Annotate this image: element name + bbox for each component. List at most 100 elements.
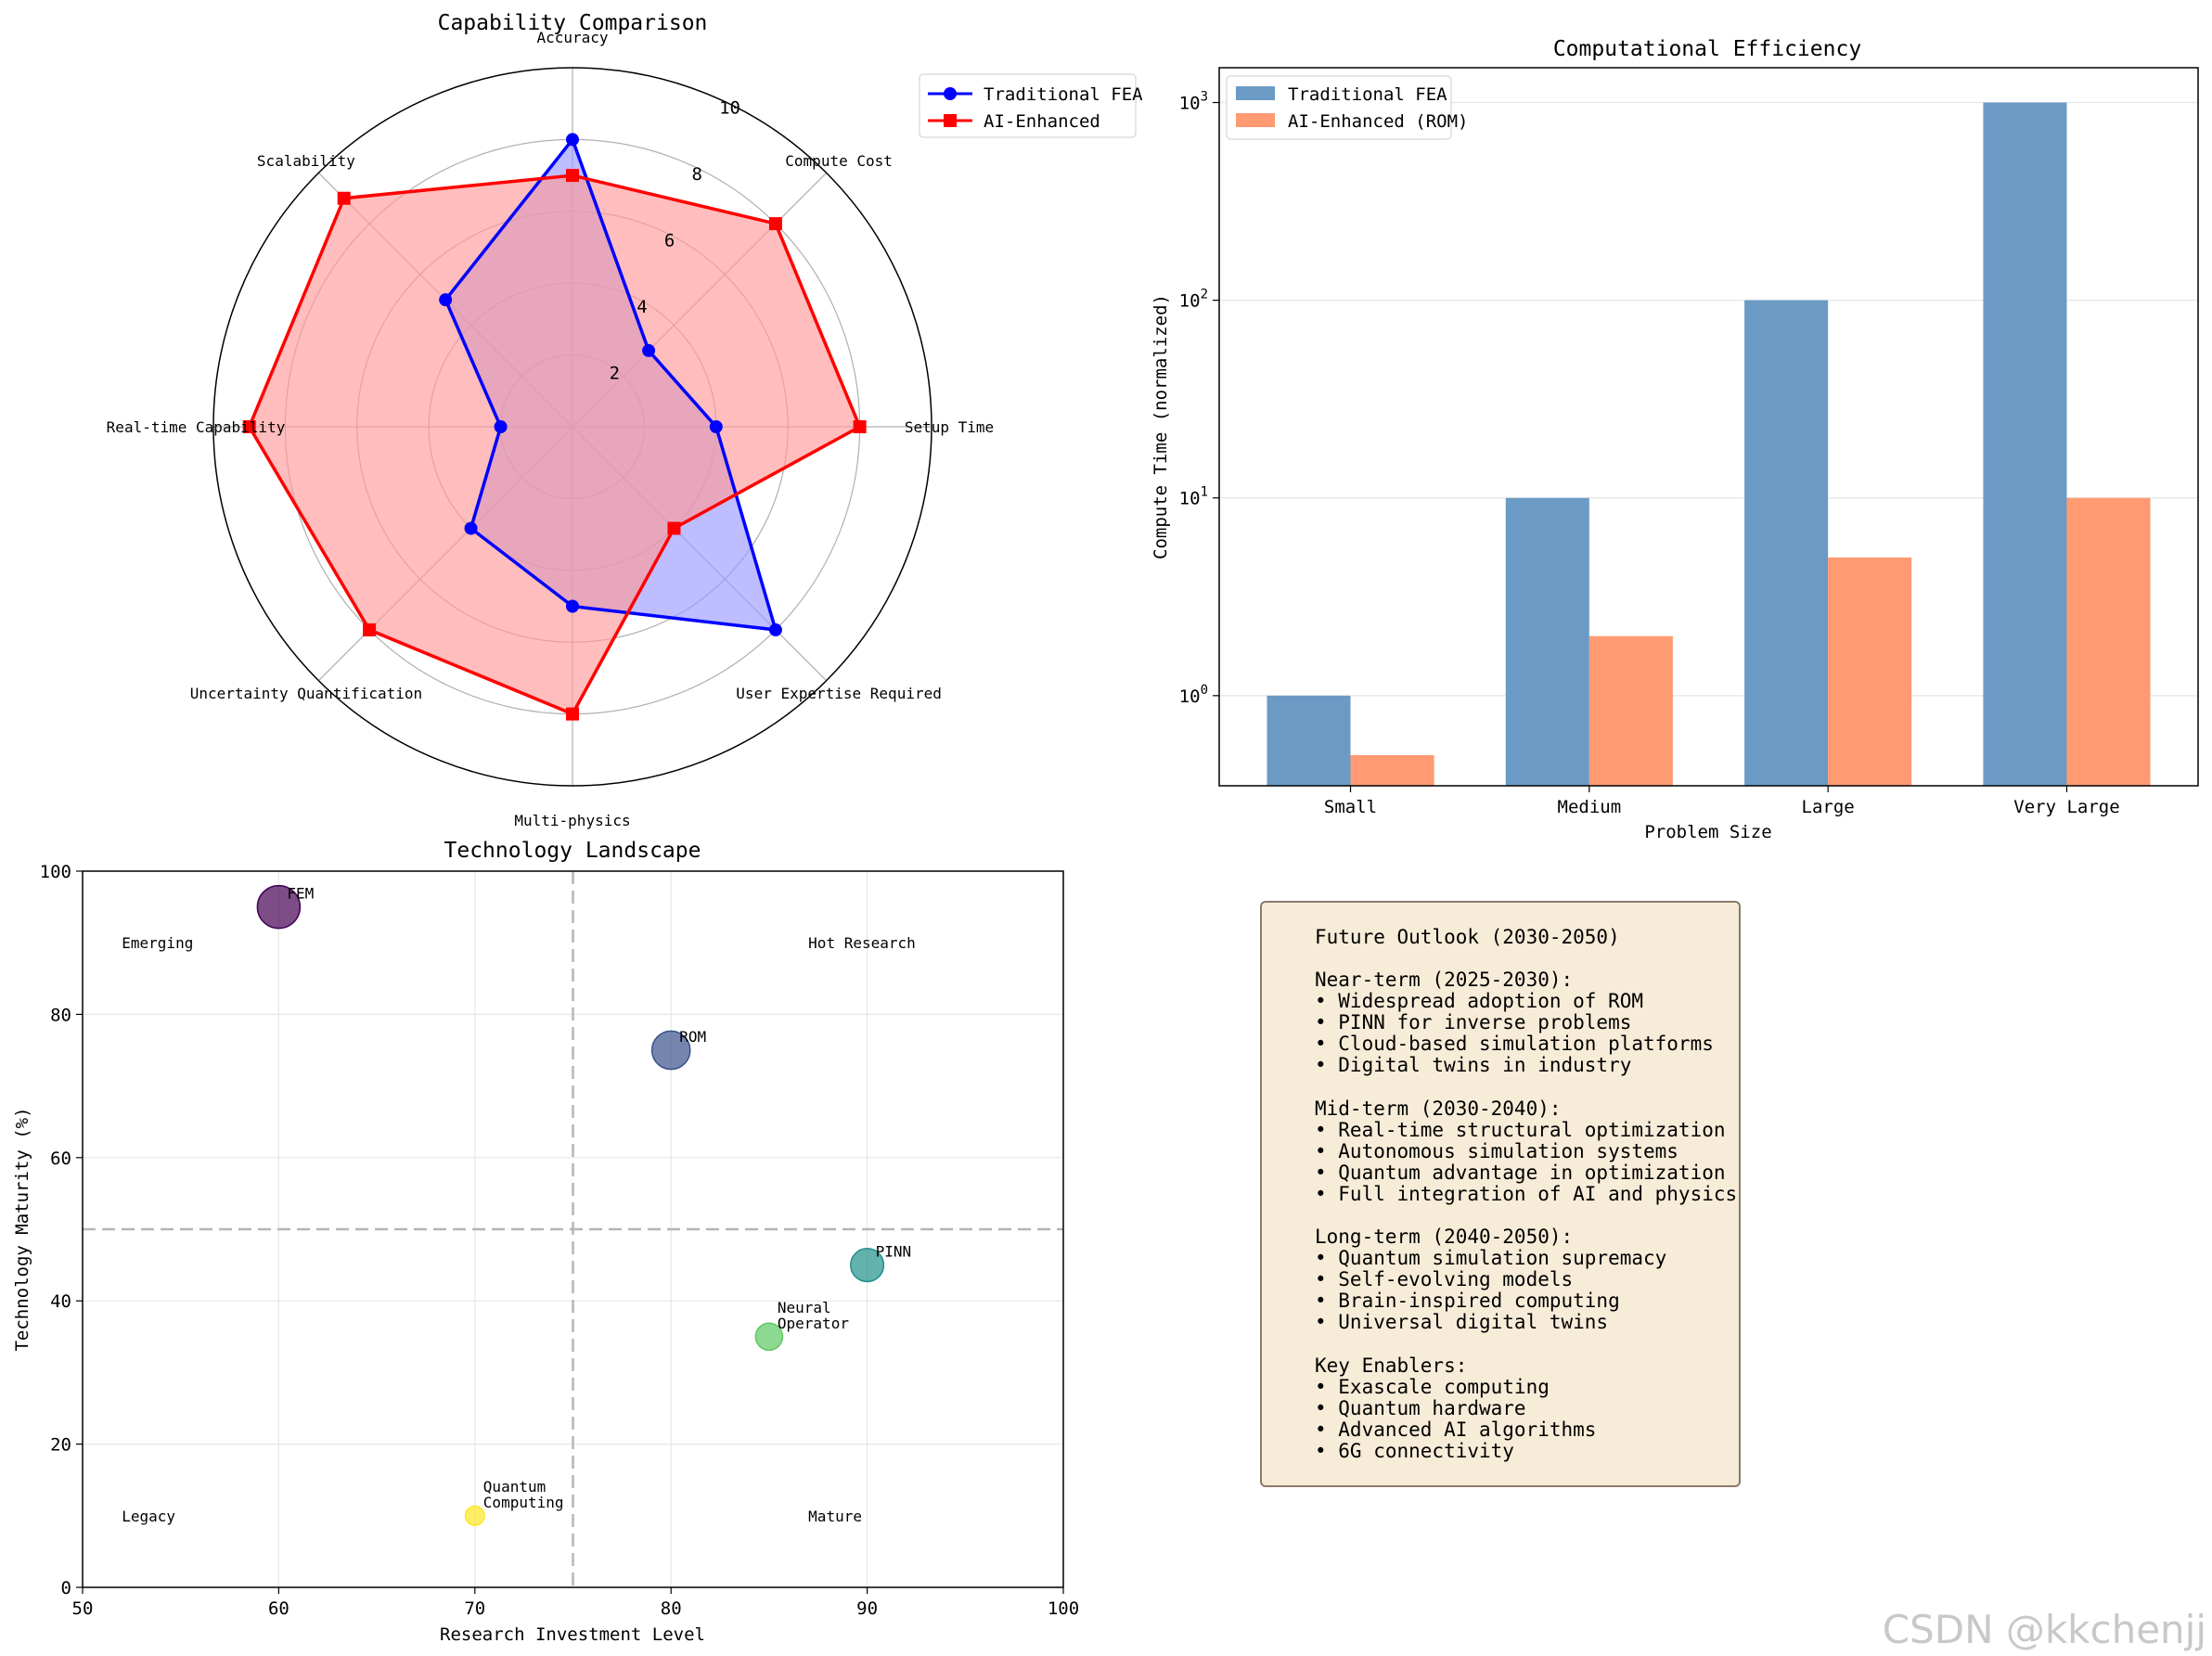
scatter-x-tick-label: 60 (268, 1598, 289, 1619)
radar-r-tick: 10 (719, 97, 740, 118)
scatter-y-tick-label: 100 (40, 862, 71, 882)
bubble-pinn (850, 1248, 885, 1283)
bar-y-tick-label: 102 (1179, 288, 1208, 312)
radar-axis-label-compute-cost: Compute Cost (785, 152, 893, 170)
radar-chart: Capability Comparison 2 4 6 8 10 Accuracy Comp… (107, 11, 1143, 829)
quadrant-label-emerging: Emerging (122, 934, 193, 952)
scatter-y-tick-label: 40 (50, 1291, 71, 1312)
radar-outer-frame (212, 67, 932, 787)
bar-ylabel-text: Compute Time (normalized) (1151, 294, 1171, 559)
scatter-y-tick-label: 0 (61, 1578, 71, 1598)
scatter-axes-frame (82, 870, 1064, 1588)
outlook-heading: Key Enablers: (1315, 1354, 1468, 1377)
bar-traditional-fea-medium (1505, 497, 1589, 786)
radar-axis-label-real-time-capability: Real-time Capability (107, 418, 286, 436)
bubble-label-fem: FEM (287, 885, 314, 903)
radar-fill-ai-enhanced (249, 175, 860, 714)
radar-point-traditional-fea (494, 420, 508, 433)
scatter-x-tick-label: 100 (1048, 1598, 1079, 1619)
bar-chart: Computational Efficiency 100 101 102 103 Sma… (1179, 37, 2199, 842)
quadrant-label-hot-research: Hot Research (808, 934, 916, 952)
future-outlook-box: Future Outlook (2030-2050) Near-term (20… (1260, 901, 1741, 1487)
bubble-rom (650, 1030, 691, 1071)
legend-marker-traditional-fea (944, 87, 957, 100)
bar-ai-enhanced-rom-very-large (2066, 497, 2151, 786)
quadrant-label-mature: Mature (808, 1508, 862, 1525)
outlook-item: • Self-evolving models (1315, 1268, 1574, 1291)
bubble-label-pinn: PINN (876, 1243, 912, 1261)
outlook-item: • Exascale computing (1315, 1375, 1550, 1398)
radar-axis-label-scalability: Scalability (257, 152, 355, 170)
bubble-label-neural-operator: Neural Operator (778, 1299, 849, 1332)
bubble-neural-operator (754, 1322, 784, 1352)
radar-r-tick: 2 (610, 363, 620, 383)
bar-traditional-fea-large (1744, 300, 1829, 786)
bar-y-tick-label: 101 (1179, 485, 1208, 509)
legend-marker-ai-enhanced (944, 114, 957, 127)
radar-point-traditional-fea (566, 133, 579, 147)
outlook-item: • Advanced AI algorithms (1315, 1418, 1597, 1441)
scatter-x-tick-label: 90 (856, 1598, 878, 1619)
bar-x-tick-label-medium: Medium (1558, 797, 1622, 817)
outlook-item: • 6G connectivity (1315, 1439, 1514, 1462)
bar-traditional-fea-very-large (1983, 102, 2067, 786)
outlook-item: • Digital twins in industry (1315, 1054, 1632, 1077)
outlook-item: • Widespread adoption of ROM (1315, 990, 1644, 1013)
bar-y-tick-label: 103 (1179, 90, 1208, 114)
quadrant-label-legacy: Legacy (122, 1508, 175, 1525)
radar-point-ai-enhanced (667, 521, 681, 535)
bar-ai-enhanced-rom-medium (1588, 635, 1673, 786)
radar-point-ai-enhanced (853, 420, 867, 433)
radar-point-ai-enhanced (337, 191, 351, 205)
radar-point-ai-enhanced (363, 623, 377, 636)
outlook-heading: Near-term (2025-2030): (1315, 969, 1574, 992)
outlook-heading: Mid-term (2030-2040): (1315, 1097, 1562, 1120)
bubble-label-rom: ROM (679, 1028, 706, 1046)
bubble-quantum-computing (464, 1505, 485, 1526)
outlook-section-key-enablers: Key Enablers: • Exascale computing • Qua… (1315, 1354, 1739, 1462)
scatter-x-tick-label: 70 (464, 1598, 485, 1619)
radar-axis-label-uncertainty-quantification: Uncertainty Quantification (190, 685, 422, 702)
outlook-item: • Quantum advantage in optimization (1315, 1161, 1726, 1184)
legend-swatch-ai-enhanced-rom (1236, 113, 1275, 127)
watermark: CSDN @kkchenjj (1882, 1607, 2206, 1652)
outlook-item: • Brain-inspired computing (1315, 1290, 1620, 1313)
bar-ylabel-holder: Compute Time (normalized) (1151, 294, 1171, 559)
bubble-fem (256, 884, 302, 930)
radar-axis-label-setup-time: Setup Time (905, 418, 994, 436)
radar-point-traditional-fea (464, 521, 478, 535)
outlook-title: Future Outlook (2030-2050) (1315, 926, 1620, 948)
bar-axes-frame (1218, 67, 2199, 787)
bar-title: Computational Efficiency (1553, 37, 1861, 61)
outlook-section-near-term: Near-term (2025-2030): • Widespread adop… (1315, 969, 1739, 1076)
legend-label-traditional-fea: Traditional FEA (984, 84, 1143, 105)
scatter-xlabel: Research Investment Level (440, 1624, 705, 1645)
bar-x-tick-label-small: Small (1324, 797, 1377, 817)
legend-swatch-traditional-fea (1236, 86, 1275, 100)
scatter-chart: Technology Landscape Emerging Hot Researc… (12, 839, 1079, 1645)
legend-label-traditional-fea-bar: Traditional FEA (1288, 84, 1447, 105)
radar-point-traditional-fea (566, 599, 579, 613)
radar-r-tick: 6 (664, 230, 675, 250)
scatter-ylabel: Technology Maturity (%) (12, 1107, 32, 1351)
scatter-x-tick-label: 50 (72, 1598, 94, 1619)
radar-point-ai-enhanced (768, 217, 782, 231)
outlook-item: • Quantum simulation supremacy (1315, 1247, 1667, 1270)
bar-legend: Traditional FEA AI-Enhanced (ROM) (1226, 75, 1468, 140)
scatter-y-tick-label: 20 (50, 1435, 71, 1456)
radar-point-traditional-fea (439, 293, 453, 307)
outlook-section-long-term: Long-term (2040-2050): • Quantum simulat… (1315, 1226, 1739, 1333)
radar-axis-label-multi-physics: Multi-physics (514, 812, 630, 829)
bar-ai-enhanced-rom-large (1828, 557, 1912, 786)
outlook-item: • Cloud-based simulation platforms (1315, 1033, 1714, 1056)
radar-axis-label-user-expertise-required: User Expertise Required (736, 685, 942, 702)
outlook-item: • Full integration of AI and physics (1315, 1182, 1738, 1205)
radar-point-traditional-fea (642, 343, 656, 357)
outlook-item: • Autonomous simulation systems (1315, 1139, 1678, 1162)
radar-point-ai-enhanced (242, 420, 256, 433)
radar-point-ai-enhanced (566, 707, 579, 721)
scatter-y-tick-label: 80 (50, 1005, 71, 1025)
radar-point-traditional-fea (709, 420, 723, 433)
bar-x-tick-label-very-large: Very Large (2013, 797, 2119, 817)
outlook-item: • Real-time structural optimization (1315, 1118, 1726, 1141)
